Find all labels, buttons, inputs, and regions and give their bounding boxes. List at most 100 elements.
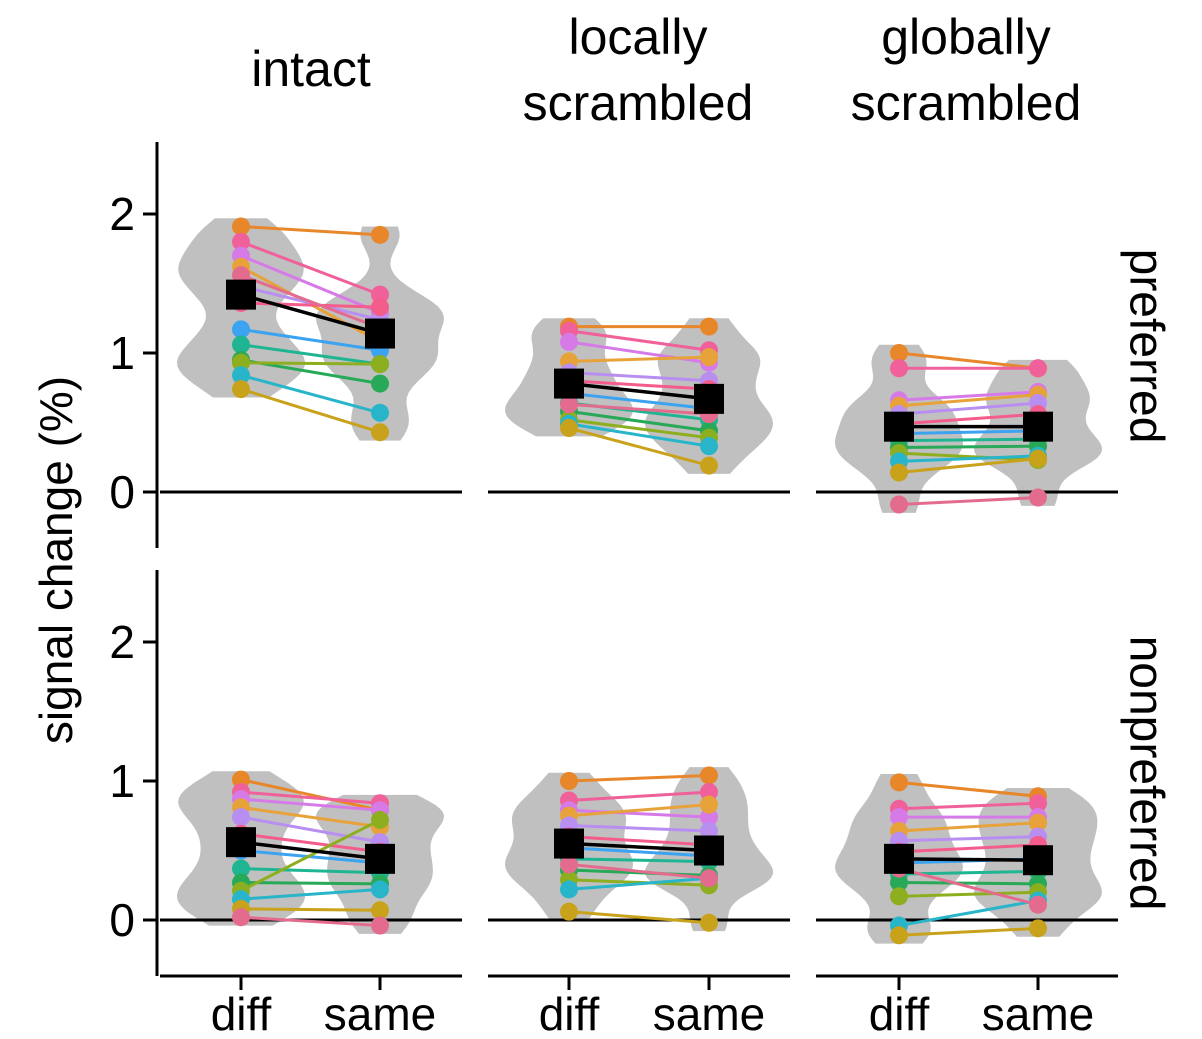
subject-point-intact-preferred-0-same (371, 225, 389, 244)
subject-line-globally-scrambled-nonpreferred-8 (898, 880, 1039, 886)
y-tick-top-0: 0 (109, 466, 135, 518)
column-title-globally-line1: globally (881, 9, 1051, 65)
subject-point-globally-scrambled-preferred-1-same (1029, 359, 1047, 378)
subject-line-intact-preferred-10 (240, 373, 381, 415)
mean-marker-intact-preferred-diff (226, 279, 256, 310)
subject-line-intact-nonpreferred-2 (240, 797, 381, 812)
subject-point-locally-scrambled-preferred-11-same (700, 456, 718, 475)
subject-point-globally-scrambled-nonpreferred-11-same (1029, 919, 1047, 938)
subject-line-locally-scrambled-nonpreferred-1 (568, 790, 710, 802)
subject-line-globally-scrambled-preferred-8 (898, 444, 1039, 450)
subject-point-intact-nonpreferred-9-same (371, 810, 389, 829)
subject-line-locally-scrambled-preferred-3 (568, 355, 710, 363)
x-label-intact-same: same (324, 988, 436, 1039)
subject-point-intact-preferred-1-same (371, 285, 389, 304)
subject-point-intact-preferred-6-diff (232, 320, 250, 339)
subject-point-locally-scrambled-nonpreferred-11-same (700, 913, 718, 932)
subject-point-globally-scrambled-nonpreferred-0-diff (890, 773, 908, 792)
mean-marker-intact-preferred-same (365, 318, 395, 349)
subject-point-intact-nonpreferred-11-same (371, 901, 389, 920)
subject-line-globally-scrambled-nonpreferred-10 (898, 899, 1039, 928)
subject-line-intact-nonpreferred-10 (240, 887, 381, 901)
subject-point-globally-scrambled-preferred-0-diff (890, 344, 908, 362)
subject-point-globally-scrambled-nonpreferred-2-diff (890, 808, 908, 827)
x-label-globally-same: same (982, 988, 1094, 1039)
subject-point-locally-scrambled-nonpreferred-3-same (700, 795, 718, 814)
subject-line-intact-preferred-6 (240, 327, 381, 352)
subject-line-globally-scrambled-preferred-5 (898, 412, 1039, 426)
subject-line-locally-scrambled-nonpreferred-11 (568, 910, 710, 925)
row-label-nonpreferred: nonpreferred (1119, 636, 1172, 911)
subject-point-intact-preferred-1-diff (232, 232, 250, 251)
subject-line-locally-scrambled-nonpreferred-3 (568, 803, 710, 818)
panel-locally-scrambled-nonpreferred (488, 766, 790, 932)
subject-point-locally-scrambled-nonpreferred-11-diff (560, 902, 578, 921)
mean-marker-locally-scrambled-preferred-diff (554, 368, 584, 399)
panel-intact-preferred (160, 217, 462, 494)
subject-point-locally-scrambled-preferred-11-diff (560, 419, 578, 438)
mean-marker-intact-nonpreferred-same (365, 843, 395, 874)
column-title-locally-line1: locally (569, 9, 708, 65)
subject-point-globally-scrambled-nonpreferred-3-same (1029, 813, 1047, 832)
y-tick-bottom-0: 0 (109, 894, 135, 946)
y-axis-bottom: 0 1 2 (109, 570, 159, 976)
subject-point-locally-scrambled-nonpreferred-0-diff (560, 772, 578, 790)
x-label-intact-diff: diff (211, 988, 272, 1039)
subject-line-locally-scrambled-nonpreferred-12 (568, 862, 710, 880)
subject-line-intact-nonpreferred-3 (240, 805, 381, 829)
x-axis-locally: diff same (488, 974, 790, 1039)
subject-line-intact-nonpreferred-5 (240, 832, 381, 854)
subject-point-globally-scrambled-preferred-11-diff (890, 463, 908, 482)
y-tick-bottom-1: 1 (109, 755, 135, 807)
subject-line-intact-nonpreferred-0 (240, 778, 381, 812)
subject-line-locally-scrambled-preferred-1 (568, 329, 710, 352)
column-title-locally-line2: scrambled (523, 75, 754, 131)
subject-line-globally-scrambled-nonpreferred-5 (898, 843, 1039, 854)
subject-line-intact-preferred-7 (240, 343, 381, 366)
y-tick-top-1: 1 (109, 327, 135, 379)
subject-point-locally-scrambled-nonpreferred-12-same (700, 869, 718, 888)
subject-line-globally-scrambled-nonpreferred-12 (898, 867, 1039, 907)
panel-globally-scrambled-nonpreferred (816, 773, 1118, 945)
subject-point-locally-scrambled-nonpreferred-2-same (700, 808, 718, 827)
y-axis-top: 0 1 2 (109, 142, 159, 548)
y-tick-top-2: 2 (109, 188, 135, 240)
subject-point-intact-nonpreferred-12-diff (232, 908, 250, 927)
mean-line-intact-preferred (240, 292, 381, 336)
y-tick-bottom-2: 2 (109, 616, 135, 668)
subject-point-locally-scrambled-nonpreferred-0-same (700, 766, 718, 785)
mean-marker-globally-scrambled-preferred-diff (884, 411, 914, 442)
subject-line-globally-scrambled-nonpreferred-11 (898, 926, 1039, 937)
subject-line-locally-scrambled-preferred-12 (568, 402, 710, 416)
subject-line-globally-scrambled-nonpreferred-4 (898, 835, 1039, 843)
subject-point-globally-scrambled-nonpreferred-1-same (1029, 794, 1047, 813)
subject-line-locally-scrambled-nonpreferred-2 (568, 808, 710, 819)
column-title-globally-line2: scrambled (851, 75, 1082, 131)
subject-line-globally-scrambled-preferred-0 (898, 351, 1039, 370)
subject-point-globally-scrambled-preferred-11-same (1029, 449, 1047, 468)
mean-line-locally-scrambled-preferred (568, 381, 710, 401)
mean-line-locally-scrambled-nonpreferred (568, 841, 710, 853)
subject-line-globally-scrambled-preferred-11 (898, 457, 1039, 475)
subject-point-intact-nonpreferred-0-diff (232, 770, 250, 789)
subject-point-globally-scrambled-nonpreferred-8-diff (890, 873, 908, 892)
subject-line-locally-scrambled-preferred-4 (568, 370, 710, 383)
mean-marker-globally-scrambled-nonpreferred-same (1023, 845, 1053, 876)
subject-line-intact-preferred-12 (240, 273, 381, 330)
subject-line-intact-preferred-1 (240, 240, 381, 297)
subject-point-intact-preferred-10-same (371, 403, 389, 422)
subject-point-intact-preferred-8-same (371, 374, 389, 393)
subject-line-globally-scrambled-nonpreferred-0 (898, 780, 1039, 798)
x-label-locally-same: same (653, 988, 765, 1039)
subject-point-locally-scrambled-preferred-0-same (700, 317, 718, 336)
subject-line-globally-scrambled-preferred-10 (898, 454, 1039, 463)
subject-line-locally-scrambled-nonpreferred-10 (568, 876, 710, 891)
subject-point-locally-scrambled-preferred-10-same (700, 437, 718, 456)
subject-point-intact-preferred-9-diff (232, 353, 250, 372)
y-axis-label: signal change (%) (30, 376, 82, 744)
panel-locally-scrambled-preferred (488, 317, 790, 494)
subject-line-globally-scrambled-nonpreferred-1 (898, 801, 1039, 811)
subject-line-globally-scrambled-nonpreferred-3 (898, 821, 1039, 833)
subject-line-intact-nonpreferred-1 (240, 790, 381, 805)
